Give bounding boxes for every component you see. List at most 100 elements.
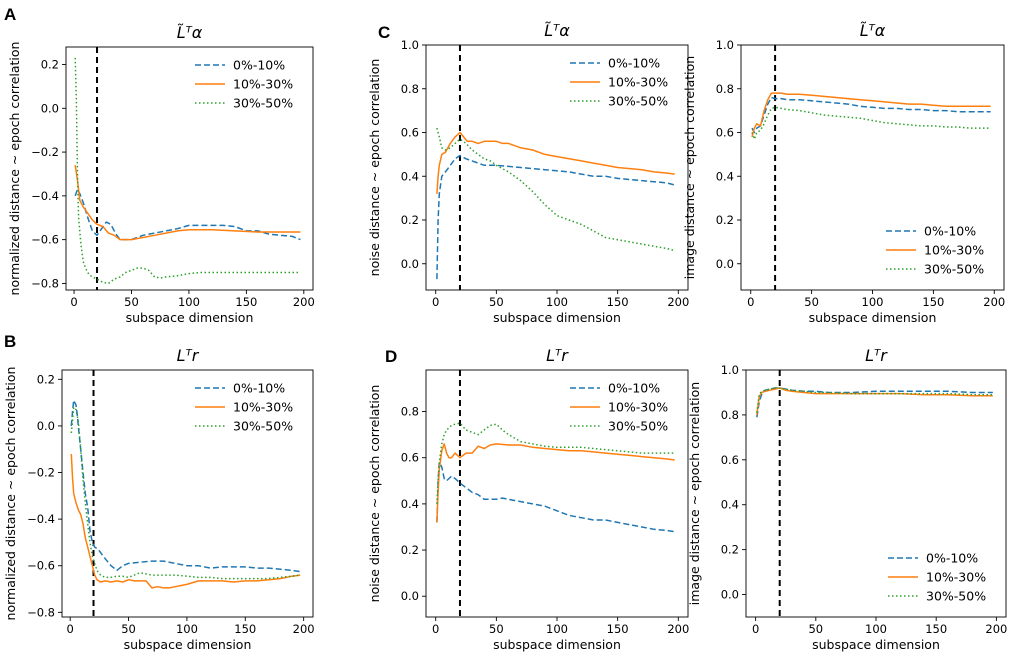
y-axis-label: image distance ~ epoch correlation <box>687 382 702 605</box>
series-line-30-50 <box>751 106 991 140</box>
legend-label: 0%-10% <box>608 381 660 396</box>
legend-label: 10%-30% <box>608 400 668 415</box>
y-tick-label: 0.2 <box>721 543 739 557</box>
y-tick-label: 1.0 <box>721 363 739 377</box>
panel-label-d: D <box>385 347 397 366</box>
x-tick-label: 0 <box>67 622 74 636</box>
y-tick-label: 0.6 <box>401 451 419 465</box>
x-tick-label: 100 <box>865 622 887 636</box>
y-axis-label: normalized distance ~ epoch correlation <box>7 42 22 296</box>
panel-label-c: C <box>378 23 390 42</box>
x-tick-label: 50 <box>489 295 504 309</box>
chart-title: L̃ᵀα <box>860 21 886 40</box>
y-tick-label: −0.2 <box>31 145 59 159</box>
y-tick-label: 0.0 <box>721 588 739 602</box>
x-tick-label: 50 <box>489 622 504 636</box>
legend-label: 10%-30% <box>608 75 668 90</box>
x-tick-label: 100 <box>862 295 884 309</box>
y-tick-label: −0.6 <box>27 559 55 573</box>
chart-c1: 0 50 100 150 200 1.0 0.8 0.6 0.4 0.2 0.0 subspace d… <box>367 21 689 325</box>
series-line-10-30 <box>70 453 301 589</box>
y-tick-label: 0.2 <box>37 372 55 386</box>
x-tick-label: 0 <box>747 295 754 309</box>
panel-label-b: B <box>4 332 16 351</box>
y-axis-label: noise distance ~ epoch correlation <box>367 59 382 277</box>
x-tick-label: 0 <box>432 622 439 636</box>
series-line-10-30 <box>751 92 991 138</box>
x-tick-label: 200 <box>667 622 689 636</box>
legend-label: 30%-50% <box>608 419 668 434</box>
x-tick-label: 150 <box>925 622 947 636</box>
x-tick-label: 200 <box>983 295 1005 309</box>
legend-label: 0%-10% <box>924 224 976 239</box>
x-axis-label: subspace dimension <box>124 637 252 652</box>
x-tick-label: 100 <box>546 295 568 309</box>
chart-b: 0 50 100 150 200 0.2 0.0 −0.2 −0.4 −0.6 −0.8 subspa… <box>3 346 315 652</box>
series-line-0-10 <box>751 96 991 134</box>
x-tick-label: 150 <box>234 622 256 636</box>
legend-label: 0%-10% <box>233 58 285 73</box>
x-tick-label: 150 <box>607 295 629 309</box>
y-tick-label: 0.8 <box>401 405 419 419</box>
y-tick-label: −0.8 <box>31 276 59 290</box>
x-tick-label: 50 <box>808 622 823 636</box>
series-line-0-10 <box>436 154 675 280</box>
x-tick-label: 50 <box>804 295 819 309</box>
series-line-10-30 <box>74 165 301 241</box>
y-tick-label: 0.0 <box>716 257 734 271</box>
y-tick-label: 0.2 <box>401 543 419 557</box>
y-tick-label: −0.4 <box>31 189 59 203</box>
series-line-10-30 <box>436 443 675 523</box>
x-axis-label: subspace dimension <box>809 310 937 325</box>
y-axis-label: normalized distance ~ epoch correlation <box>3 367 18 621</box>
chart-d1: 0 50 100 150 200 0.8 0.6 0.4 0.2 0.0 subspace dime… <box>367 346 689 652</box>
series-line-10-30 <box>436 131 675 194</box>
chart-title: L̃ᵀα <box>177 23 203 42</box>
y-tick-label: 0.0 <box>41 101 59 115</box>
x-tick-label: 50 <box>121 622 136 636</box>
series-line-0-10 <box>436 461 675 533</box>
y-tick-label: 0.6 <box>721 453 739 467</box>
legend-label: 30%-50% <box>233 419 293 434</box>
y-tick-label: −0.2 <box>27 466 55 480</box>
x-tick-label: 200 <box>293 295 315 309</box>
x-tick-label: 200 <box>985 622 1007 636</box>
y-tick-label: 1.0 <box>716 38 734 52</box>
x-tick-label: 150 <box>235 295 257 309</box>
y-tick-label: 0.4 <box>401 497 419 511</box>
chart-d2: 0 50 100 150 200 1.0 0.8 0.6 0.4 0.2 0.0 subspace d… <box>687 346 1007 652</box>
y-tick-label: 0.2 <box>401 213 419 227</box>
y-tick-label: 0.6 <box>401 126 419 140</box>
legend-label: 30%-50% <box>608 94 668 109</box>
x-tick-label: 150 <box>607 622 629 636</box>
y-tick-label: 1.0 <box>401 38 419 52</box>
x-axis-label: subspace dimension <box>812 637 940 652</box>
y-tick-label: 0.8 <box>716 82 734 96</box>
x-tick-label: 100 <box>178 295 200 309</box>
plot-frame <box>61 369 314 618</box>
x-tick-label: 0 <box>432 295 439 309</box>
y-axis-label: image distance ~ epoch correlation <box>682 56 697 279</box>
y-tick-label: 0.0 <box>401 257 419 271</box>
x-tick-label: 50 <box>124 295 139 309</box>
series-line-30-50 <box>70 406 301 580</box>
x-tick-label: 100 <box>176 622 198 636</box>
y-tick-label: −0.6 <box>31 233 59 247</box>
legend-label: 10%-30% <box>233 77 293 92</box>
y-axis-label: noise distance ~ epoch correlation <box>367 385 382 603</box>
legend-label: 10%-30% <box>924 243 984 258</box>
x-tick-label: 100 <box>546 622 568 636</box>
x-tick-label: 0 <box>752 622 759 636</box>
legend-label: 10%-30% <box>233 400 293 415</box>
x-tick-label: 150 <box>922 295 944 309</box>
y-tick-label: 0.8 <box>721 408 739 422</box>
y-tick-label: 0.4 <box>721 498 739 512</box>
chart-a: 0 50 100 150 200 0.2 0.0 −0.2 −0.4 −0.6 −0.8 subspa… <box>7 23 315 325</box>
y-tick-label: 0.2 <box>716 213 734 227</box>
chart-title: Lᵀr <box>177 346 200 365</box>
legend-label: 10%-30% <box>926 570 986 585</box>
x-tick-label: 200 <box>293 622 315 636</box>
chart-title: Lᵀr <box>865 346 888 365</box>
legend-label: 0%-10% <box>233 381 285 396</box>
